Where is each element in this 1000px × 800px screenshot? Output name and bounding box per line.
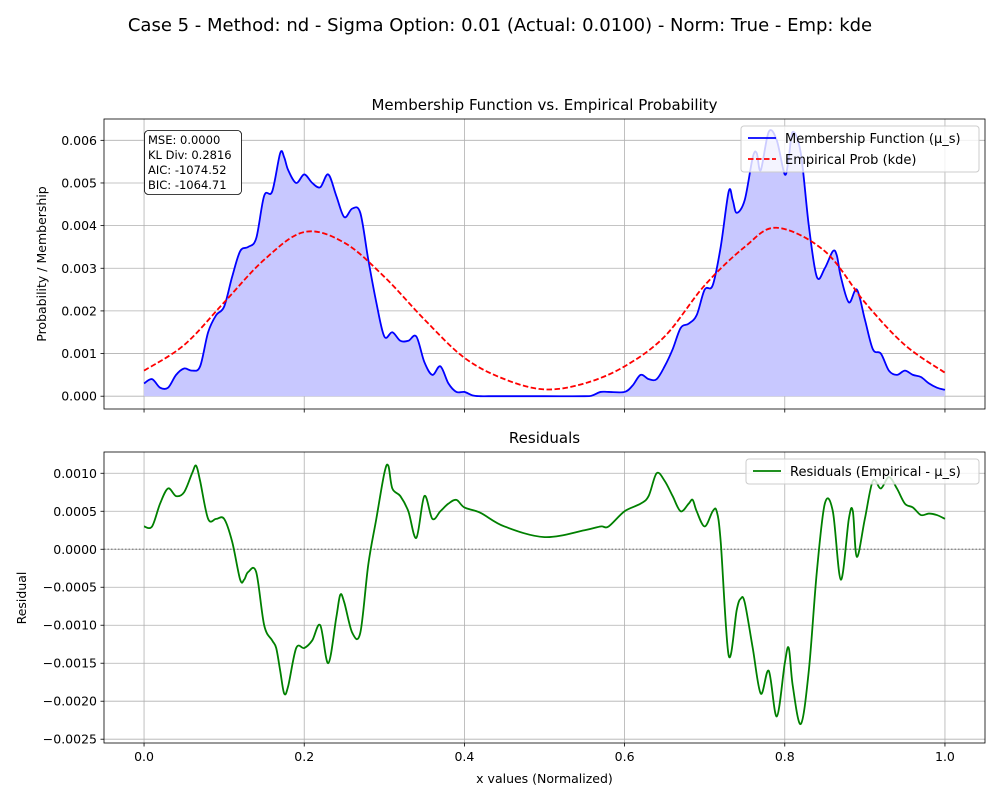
x-tick-label: 0.6	[615, 749, 635, 764]
membership-area	[144, 130, 945, 397]
x-tick-label: 0.4	[454, 749, 474, 764]
x-tick-label: 1.0	[935, 749, 955, 764]
y-tick-label: −0.0005	[43, 580, 97, 595]
bottom-chart-ylabel: Residual	[14, 572, 29, 625]
bottom-plot-frame	[103, 451, 986, 744]
y-tick-label: 0.000	[61, 389, 97, 404]
y-tick-label: −0.0015	[43, 656, 97, 671]
top-plot-frame	[103, 118, 986, 410]
y-tick-label: 0.0000	[53, 542, 97, 557]
y-tick-label: 0.001	[61, 346, 97, 361]
x-tick-label: 0.8	[775, 749, 795, 764]
residual-line	[143, 463, 946, 725]
stats-mse: MSE: 0.0000	[148, 133, 220, 147]
bottom-y-ticks: −0.0025 −0.0020 −0.0015 −0.0010 −0.0005 0.000…	[43, 466, 104, 747]
y-tick-label: 0.0010	[53, 466, 97, 481]
bottom-x-ticks: 0.0 0.2 0.4 0.6 0.8 1.0	[134, 743, 955, 764]
membership-fill	[144, 130, 945, 397]
bottom-series	[104, 463, 985, 725]
legend-residual-label: Residuals (Empirical - μ_s)	[790, 465, 961, 480]
y-tick-label: 0.003	[61, 261, 97, 276]
top-x-ticks	[143, 409, 946, 413]
bottom-chart-title: Residuals	[509, 429, 580, 447]
top-y-ticks: 0.000 0.001 0.002 0.003 0.004 0.005 0.006	[61, 133, 104, 404]
stats-box: MSE: 0.0000 KL Div: 0.2816 AIC: -1074.52…	[144, 130, 242, 195]
top-series	[143, 129, 946, 398]
membership-line	[143, 129, 946, 398]
y-tick-label: 0.005	[61, 175, 97, 190]
y-tick-label: −0.0025	[43, 732, 97, 747]
figure-suptitle: Case 5 - Method: nd - Sigma Option: 0.01…	[128, 15, 872, 36]
bottom-legend[interactable]: Residuals (Empirical - μ_s)	[745, 458, 980, 485]
bottom-chart: Residuals Residual x values (Normalized)…	[14, 429, 986, 786]
top-legend[interactable]: Membership Function (μ_s) Empirical Prob…	[740, 125, 980, 173]
stats-kl: KL Div: 0.2816	[148, 148, 232, 162]
top-chart-title: Membership Function vs. Empirical Probab…	[371, 96, 717, 114]
empirical-line	[143, 226, 946, 391]
x-tick-label: 0.0	[134, 749, 154, 764]
y-tick-label: 0.002	[61, 303, 97, 318]
bottom-grid	[104, 452, 985, 743]
y-tick-label: 0.004	[61, 218, 97, 233]
y-tick-label: −0.0020	[43, 694, 97, 709]
y-tick-label: −0.0010	[43, 618, 97, 633]
top-chart-ylabel: Probability / Membership	[34, 186, 49, 342]
stats-aic: AIC: -1074.52	[148, 163, 227, 177]
legend-empirical-label: Empirical Prob (kde)	[785, 153, 917, 168]
top-chart: Membership Function vs. Empirical Probab…	[34, 96, 986, 413]
y-tick-label: 0.0005	[53, 504, 97, 519]
x-tick-label: 0.2	[294, 749, 314, 764]
stats-bic: BIC: -1064.71	[148, 178, 227, 192]
bottom-chart-xlabel: x values (Normalized)	[476, 771, 613, 786]
y-tick-label: 0.006	[61, 133, 97, 148]
legend-membership-label: Membership Function (μ_s)	[785, 132, 961, 147]
